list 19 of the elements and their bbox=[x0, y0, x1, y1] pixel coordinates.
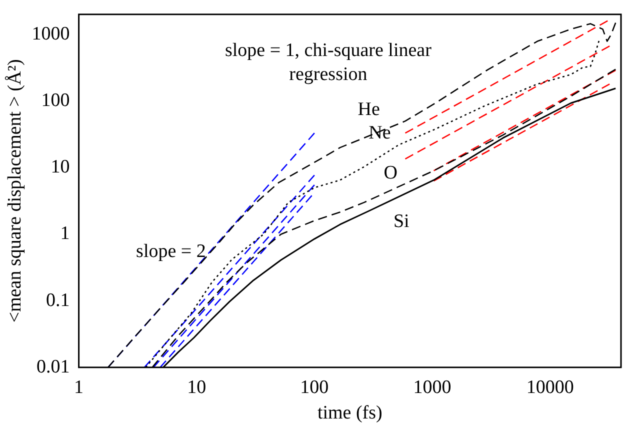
x-tick-label: 100 bbox=[300, 376, 329, 398]
y-tick-label: 1000 bbox=[32, 23, 70, 44]
y-tick-label: 0.1 bbox=[46, 290, 70, 311]
x-tick-label: 1000 bbox=[413, 376, 452, 398]
series-label: O bbox=[384, 162, 398, 184]
annotation: slope = 2 bbox=[136, 241, 206, 262]
x-axis-title: time (fs) bbox=[317, 402, 382, 424]
y-tick-label: 1 bbox=[60, 223, 70, 244]
series-label: Si bbox=[393, 210, 410, 232]
y-axis-title: <mean square displacement > (Å²) bbox=[4, 59, 26, 323]
y-tick-label: 100 bbox=[41, 90, 70, 112]
annotation: slope = 1, chi-square linear regression bbox=[224, 39, 432, 88]
x-tick-label: 10000 bbox=[526, 376, 574, 398]
series-label: He bbox=[358, 99, 380, 120]
y-tick-label: 0.01 bbox=[36, 356, 70, 378]
x-tick-label: 10 bbox=[187, 376, 206, 398]
x-tick-label: 1 bbox=[74, 376, 84, 398]
y-tick-label: 10 bbox=[50, 156, 70, 178]
series-label: Ne bbox=[368, 122, 391, 144]
